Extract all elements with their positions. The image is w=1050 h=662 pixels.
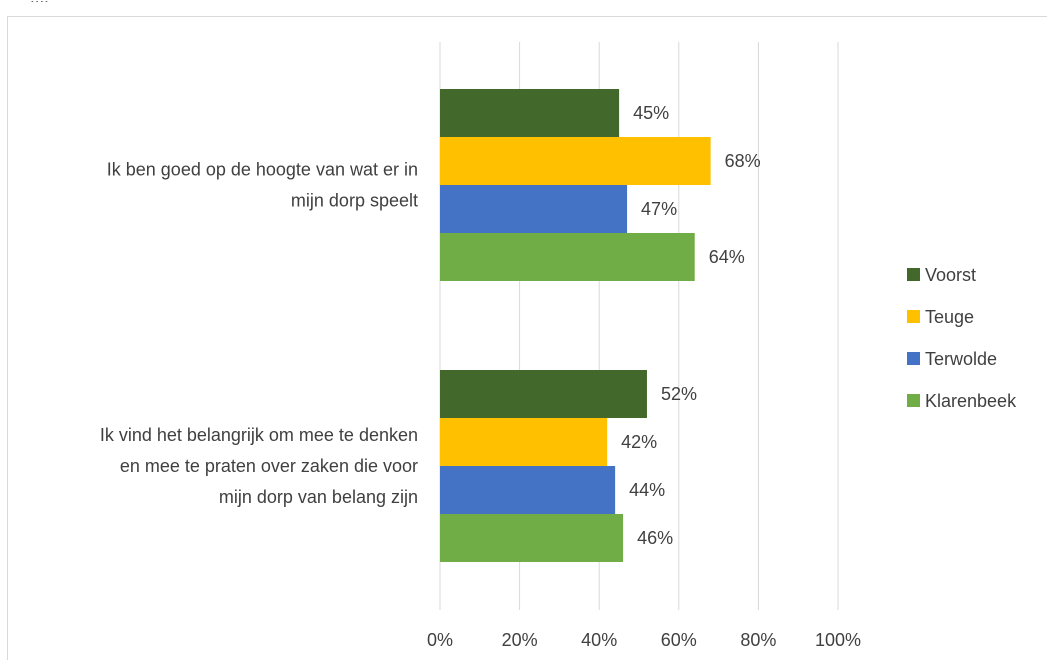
bar-teuge-1 [440, 418, 608, 466]
x-tick-label: 0% [427, 630, 453, 650]
data-label: 68% [725, 151, 761, 171]
x-tick-label: 40% [581, 630, 617, 650]
x-tick-label: 100% [815, 630, 861, 650]
x-tick-label: 60% [661, 630, 697, 650]
bar-klarenbeek-0 [440, 233, 695, 281]
category-label: mijn dorp van belang zijn [219, 487, 418, 507]
x-tick-label: 80% [740, 630, 776, 650]
legend-label-voorst: Voorst [925, 265, 976, 285]
data-label: 64% [709, 247, 745, 267]
data-label: 52% [661, 384, 697, 404]
legend-swatch-voorst [907, 268, 920, 281]
bar-voorst-1 [440, 370, 647, 418]
bar-voorst-0 [440, 89, 620, 137]
bar-klarenbeek-1 [440, 514, 624, 562]
category-label: Ik vind het belangrijk om mee te denken [100, 425, 418, 445]
data-label: 47% [641, 199, 677, 219]
chart-frame [7, 16, 1047, 660]
legend-swatch-klarenbeek [907, 394, 920, 407]
category-label: Ik ben goed op de hoogte van wat er in [107, 160, 418, 180]
legend-swatch-teuge [907, 310, 920, 323]
legend-label-terwolde: Terwolde [925, 349, 997, 369]
bar-teuge-0 [440, 137, 711, 185]
category-label: en mee te praten over zaken die voor [120, 456, 418, 476]
data-label: 42% [621, 432, 657, 452]
bar-terwolde-0 [440, 185, 628, 233]
legend-label-teuge: Teuge [925, 307, 974, 327]
data-label: 46% [637, 528, 673, 548]
header-fragment: .... [30, 0, 49, 2]
data-label: 45% [633, 103, 669, 123]
x-tick-label: 20% [502, 630, 538, 650]
legend-swatch-terwolde [907, 352, 920, 365]
data-label: 44% [629, 480, 665, 500]
bar-terwolde-1 [440, 466, 616, 514]
category-label: mijn dorp speelt [291, 191, 418, 211]
legend-label-klarenbeek: Klarenbeek [925, 391, 1017, 411]
